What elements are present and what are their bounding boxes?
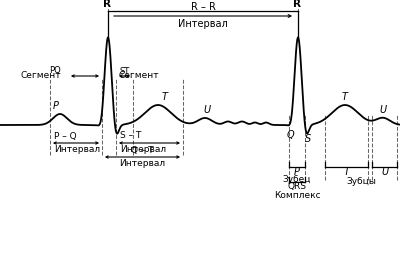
Text: Интервал: Интервал bbox=[54, 146, 100, 155]
Text: P: P bbox=[294, 167, 300, 177]
Text: P: P bbox=[53, 101, 59, 111]
Text: P – Q: P – Q bbox=[54, 132, 77, 141]
Text: Сегмент: Сегмент bbox=[21, 72, 61, 81]
Text: Зубцы: Зубцы bbox=[346, 177, 376, 185]
Text: Q – T: Q – T bbox=[131, 146, 154, 155]
Text: Зубец: Зубец bbox=[283, 176, 311, 185]
Text: U: U bbox=[380, 105, 386, 115]
Text: Интервал: Интервал bbox=[120, 159, 166, 168]
Text: Интервал: Интервал bbox=[178, 19, 228, 29]
Text: R – R: R – R bbox=[190, 2, 216, 12]
Text: S: S bbox=[305, 134, 311, 144]
Text: T: T bbox=[342, 92, 348, 102]
Text: Интервал: Интервал bbox=[120, 146, 166, 155]
Text: T: T bbox=[344, 167, 350, 177]
Text: T: T bbox=[162, 92, 168, 102]
Text: Комплекс: Комплекс bbox=[274, 191, 320, 200]
Text: PQ: PQ bbox=[49, 67, 61, 76]
Text: QRS: QRS bbox=[288, 182, 306, 191]
Text: ST: ST bbox=[119, 67, 130, 76]
Text: Q: Q bbox=[286, 130, 294, 140]
Text: U: U bbox=[381, 167, 388, 177]
Text: U: U bbox=[204, 105, 210, 115]
Text: S – T: S – T bbox=[120, 132, 141, 141]
Text: R: R bbox=[103, 0, 111, 9]
Text: R: R bbox=[293, 0, 301, 9]
Text: Сегмент: Сегмент bbox=[118, 72, 159, 81]
